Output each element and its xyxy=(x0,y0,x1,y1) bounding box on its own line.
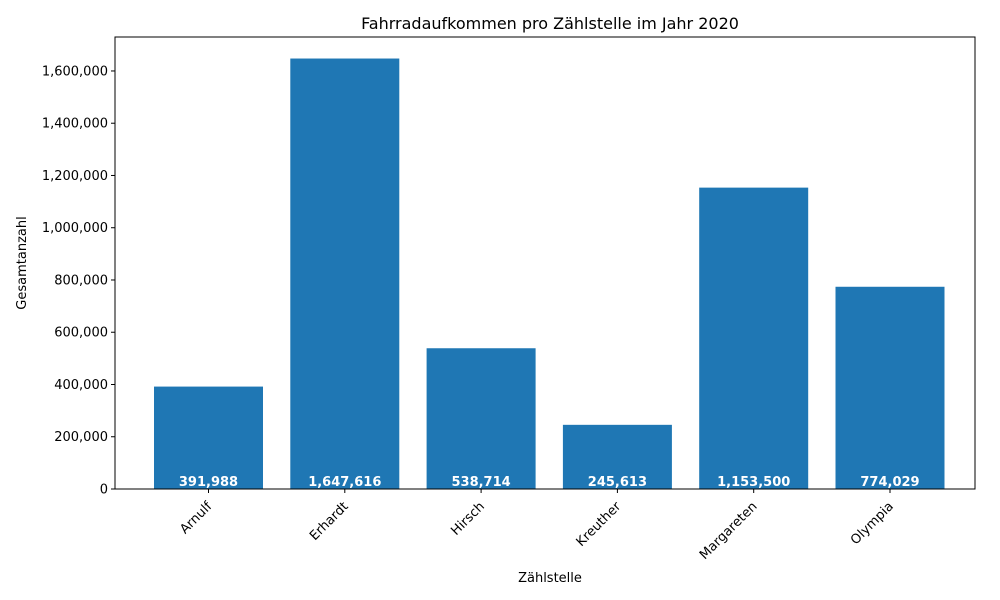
y-tick-label: 0 xyxy=(100,483,108,498)
bar-value-label: 1,647,616 xyxy=(308,475,381,490)
x-axis-label: Zählstelle xyxy=(518,571,582,586)
x-tick-label: Olympia xyxy=(848,499,897,548)
y-tick-label: 1,000,000 xyxy=(42,221,108,236)
bar-olympia xyxy=(835,286,945,489)
y-tick-label: 600,000 xyxy=(54,326,108,341)
bar-erhardt xyxy=(290,58,400,490)
y-tick-label: 1,600,000 xyxy=(42,64,108,79)
bar-value-label: 538,714 xyxy=(451,475,510,490)
bar-hirsch xyxy=(426,348,536,489)
x-axis: Arnulf Erhardt Hirsch Kreuther Margareten Oly… xyxy=(177,489,897,563)
bar-value-label: 391,988 xyxy=(179,475,238,490)
y-tick-label: 200,000 xyxy=(54,430,108,445)
x-tick-label: Margareten xyxy=(697,499,761,563)
x-tick-label: Hirsch xyxy=(448,499,488,539)
bar-arnulf xyxy=(154,386,263,489)
y-tick-label: 1,200,000 xyxy=(42,169,108,184)
y-tick-label: 400,000 xyxy=(54,378,108,393)
bar-margareten xyxy=(699,187,809,490)
bar-labels-group: 391,988 1,647,616 538,714 245,613 1,153,500 7… xyxy=(179,475,920,490)
x-tick-label: Arnulf xyxy=(177,499,215,537)
plot-frame xyxy=(114,36,976,490)
y-axis: 0 200,000 400,000 600,000 800,000 1,000,000 1,… xyxy=(42,64,115,498)
bars-group xyxy=(154,58,945,490)
chart-title: Fahrradaufkommen pro Zählstelle im Jahr … xyxy=(361,14,739,33)
bar-value-label: 245,613 xyxy=(588,475,647,490)
bar-value-label: 1,153,500 xyxy=(717,475,790,490)
bar-kreuther xyxy=(562,424,672,489)
y-tick-label: 1,400,000 xyxy=(42,117,108,132)
y-tick-label: 800,000 xyxy=(54,273,108,288)
bar-value-label: 774,029 xyxy=(860,475,919,490)
x-tick-label: Kreuther xyxy=(574,499,625,550)
y-axis-label: Gesamtanzahl xyxy=(15,216,30,309)
x-tick-label: Erhardt xyxy=(307,499,352,544)
